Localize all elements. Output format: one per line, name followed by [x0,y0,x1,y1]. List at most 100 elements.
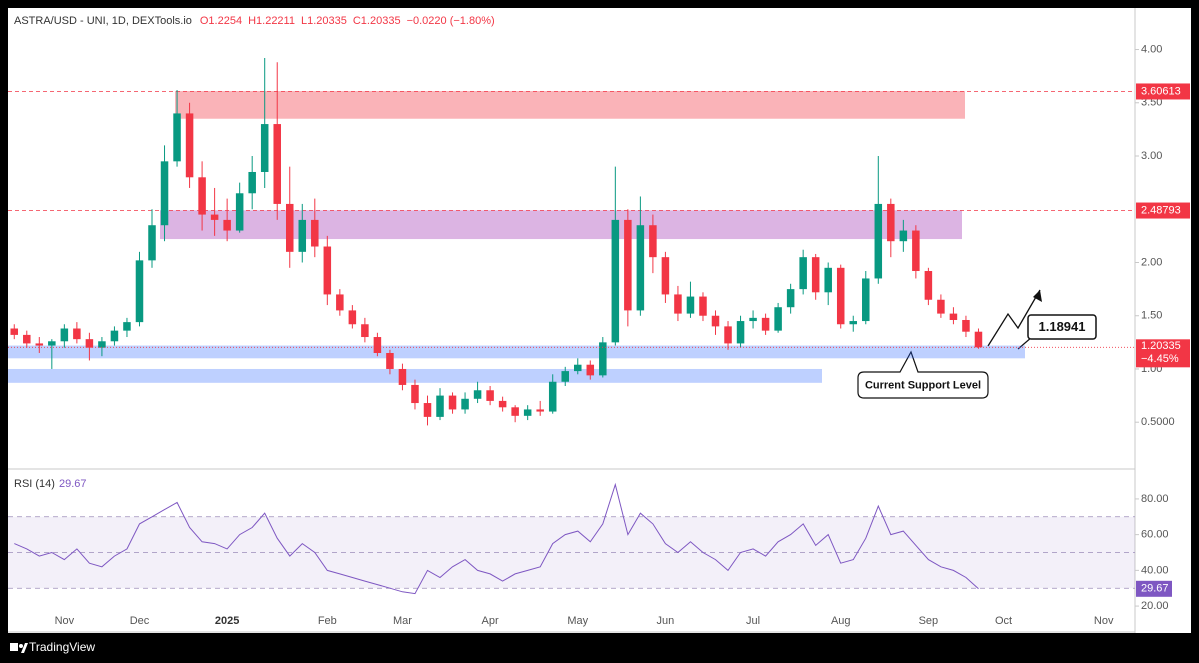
candle-body [599,342,607,376]
candle-body [448,395,457,410]
candle-body [311,219,319,247]
x-tick-label: Feb [318,615,337,627]
candle-body [235,193,244,231]
logo-part [10,643,18,651]
zone [8,368,822,383]
x-tick-label: Apr [482,615,499,627]
candle-body [849,321,858,325]
candle-body [736,321,745,344]
zone [175,91,965,119]
candle-body [962,319,970,332]
x-tick-label: May [567,615,588,627]
candle-body [436,395,444,417]
last-price-label: 1.20335 [1141,340,1181,352]
candle-body [586,364,595,376]
y-tick-label: 1.50 [1141,310,1162,322]
candle-body [686,296,695,314]
candle-body [398,368,407,385]
candle-body [60,328,69,342]
zone [160,210,962,240]
candle-body [323,246,332,295]
y-tick-label: 20.00 [1141,600,1169,612]
candle-body [411,384,419,404]
arrow-head [1033,290,1042,302]
candle-body [110,330,119,342]
price-label-box [1136,202,1190,219]
candle-body [811,257,820,293]
ohlc-item: C1.20335 [353,15,401,27]
candle-body [386,353,394,369]
logo-part [21,643,28,653]
y-tick-label: 0.5000 [1141,416,1175,428]
candle-body [135,260,144,323]
candle-body [10,328,19,335]
candle-body [298,219,307,252]
candle-body [348,310,357,325]
y-tick-label: 40.00 [1141,564,1169,576]
candle-body [761,317,770,331]
candle-body [73,328,81,340]
candle-body [836,267,845,325]
candle-body [561,371,569,382]
candle-body [198,177,206,215]
callout-box [1027,314,1097,340]
price-label-box [1136,83,1190,100]
x-tick-label: Nov [55,615,75,627]
rsi-title: RSI (14) [14,478,55,490]
candle-body [23,334,31,344]
candle-body [48,341,56,346]
candle-body [35,343,44,346]
x-tick-label: Jun [657,615,675,627]
candle-body [912,230,920,272]
rsi-value: 29.67 [59,478,87,490]
candle-body [148,225,156,261]
candle-body [624,219,632,311]
rsi-last-label: 29.67 [1141,583,1169,595]
candle-body [210,214,219,220]
x-tick-label: Oct [995,615,1012,627]
x-tick-label: 2025 [215,615,239,627]
x-tick-label: Aug [831,615,851,627]
candle-body [498,400,507,408]
y-tick-label: 80.00 [1141,493,1169,505]
ohlc-header: O1.2254 H1.22211 L1.20335 C1.20335 −0.0220 (… [200,15,495,27]
candle-body [937,299,945,314]
candle-body [649,225,657,258]
ohlc-item: −0.0220 (−1.80%) [407,15,495,27]
candle-body [98,341,106,348]
callout-value: 1.18941 [1039,319,1086,334]
candle-body [724,326,732,344]
y-tick-label: 60.00 [1141,529,1169,541]
rsi-line [14,482,979,595]
candle-body [636,225,645,311]
candle-body [223,219,231,231]
candle-body [774,307,782,331]
x-tick-label: Jul [746,615,760,627]
rsi-last-box [1136,580,1172,597]
y-tick-label: 2.00 [1141,256,1162,268]
tv-logo [10,643,28,653]
candle-body [260,124,269,172]
last-price-box [1136,339,1190,368]
y-tick-label: 3.00 [1141,150,1162,162]
candle-body [473,390,482,399]
candle-body [874,203,883,279]
candle-body [173,113,181,162]
footer-brand: TradingView [29,640,95,654]
y-tick-label: 4.00 [1141,43,1162,55]
candle-body [749,317,757,322]
candle-body [373,337,382,353]
candle-body [924,271,933,300]
x-tick-label: Nov [1094,615,1114,627]
candle-body [899,230,908,242]
price-label: 2.48793 [1141,204,1181,216]
candle-body [949,313,958,320]
candle-body [486,390,494,401]
candle-body [461,398,469,410]
candle-body [699,296,707,316]
candle-body [336,294,344,311]
candle-body [974,331,983,348]
y-tick-label: 3.50 [1141,97,1162,109]
x-tick-label: Dec [130,615,150,627]
